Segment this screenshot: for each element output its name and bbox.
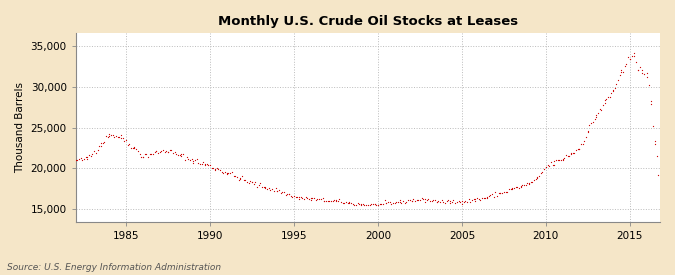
Y-axis label: Thousand Barrels: Thousand Barrels — [15, 82, 25, 173]
Text: Source: U.S. Energy Information Administration: Source: U.S. Energy Information Administ… — [7, 263, 221, 272]
Title: Monthly U.S. Crude Oil Stocks at Leases: Monthly U.S. Crude Oil Stocks at Leases — [218, 15, 518, 28]
